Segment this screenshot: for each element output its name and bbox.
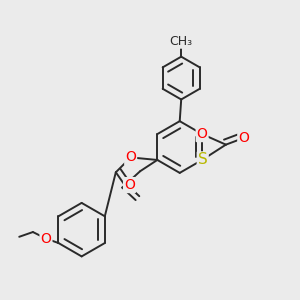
Text: O: O	[125, 150, 136, 164]
Text: O: O	[40, 232, 51, 246]
Text: O: O	[197, 127, 208, 141]
Text: CH₃: CH₃	[169, 35, 193, 48]
Text: O: O	[124, 178, 135, 192]
Text: S: S	[198, 152, 208, 167]
Text: O: O	[238, 131, 249, 145]
